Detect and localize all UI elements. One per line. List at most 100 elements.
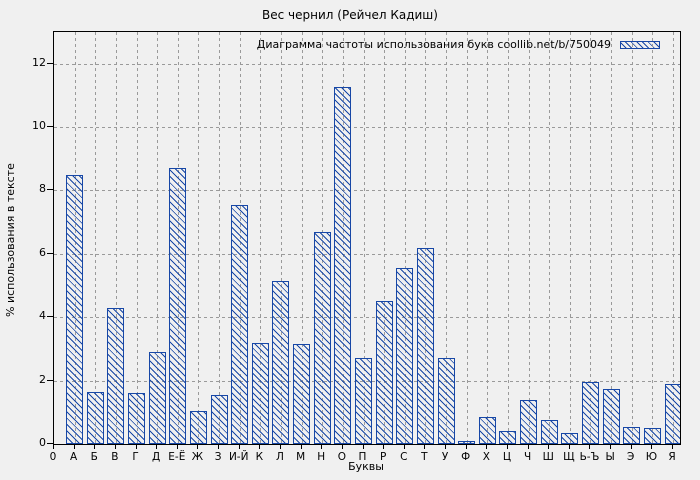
bar-М — [293, 344, 311, 444]
x-tick-mark — [651, 445, 653, 449]
x-tick-mark — [527, 445, 529, 449]
x-tick-mark — [197, 445, 199, 449]
x-tick-mark — [135, 445, 137, 449]
x-tick-label-Х: Х — [482, 451, 490, 463]
gridline-vertical — [280, 32, 282, 444]
x-tick-label-Ц: Ц — [502, 451, 511, 463]
x-tick-mark — [321, 445, 323, 449]
x-tick-label-О: О — [337, 451, 346, 463]
bar-У — [437, 358, 455, 444]
y-tick-mark — [47, 126, 53, 128]
bar-Ы — [602, 388, 620, 444]
x-tick-mark — [630, 445, 632, 449]
bar-Д — [148, 352, 166, 444]
bar-Ь-Ъ — [581, 382, 599, 444]
y-tick-label: 12 — [32, 55, 46, 69]
x-tick-mark — [506, 445, 508, 449]
x-tick-label-Я: Я — [668, 451, 676, 463]
bar-Ч — [520, 399, 538, 444]
y-tick-mark — [47, 379, 53, 381]
gridline-vertical — [507, 32, 509, 444]
bar-Ц — [499, 431, 517, 444]
chart-title: Вес чернил (Рейчел Кадиш) — [262, 8, 438, 22]
x-tick-label-В: В — [111, 451, 119, 463]
gridline-vertical — [157, 32, 159, 444]
x-tick-label-Ж: Ж — [191, 451, 204, 463]
x-tick-mark — [403, 445, 405, 449]
x-tick-label-Ю: Ю — [645, 451, 658, 463]
gridline-vertical — [363, 32, 365, 444]
x-tick-mark — [156, 445, 158, 449]
x-tick-mark — [610, 445, 612, 449]
y-tick-label: 10 — [32, 119, 46, 133]
legend: Диаграмма частоты использования букв coo… — [257, 38, 660, 51]
bar-Ф — [458, 440, 476, 444]
x-tick-label-Н: Н — [317, 451, 326, 463]
x-tick-label-Ь-Ъ: Ь-Ъ — [579, 451, 600, 463]
x-tick-label-К: К — [255, 451, 264, 463]
y-tick-label: 4 — [39, 309, 46, 323]
gridline-vertical — [425, 32, 427, 444]
y-tick-label: 2 — [39, 372, 46, 386]
x-tick-label-Ш: Ш — [542, 451, 554, 463]
bar-И-Й — [231, 204, 249, 444]
y-tick-mark — [47, 189, 53, 191]
x-tick-label-И-Й: И-Й — [228, 451, 249, 463]
gridline-vertical — [528, 32, 530, 444]
x-tick-label-Л: Л — [276, 451, 284, 463]
x-tick-label-Т: Т — [421, 451, 428, 463]
gridline-vertical — [115, 32, 117, 444]
gridline-horizontal — [54, 317, 680, 319]
gridline-vertical — [569, 32, 571, 444]
bar-С — [396, 268, 414, 444]
x-tick-label-У: У — [441, 451, 449, 463]
bar-Ж — [189, 410, 207, 444]
x-tick-mark — [341, 445, 343, 449]
legend-hatched-swatch-icon — [620, 40, 660, 49]
x-tick-mark — [259, 445, 261, 449]
x-tick-label-Ф: Ф — [461, 451, 471, 463]
x-tick-label-С: С — [400, 451, 408, 463]
x-tick-label-Д: Д — [152, 451, 161, 463]
bar-П — [355, 358, 372, 444]
x-tick-mark — [53, 445, 54, 449]
x-tick-label-Р: Р — [379, 451, 387, 463]
y-tick-mark — [47, 252, 53, 254]
x-tick-mark — [279, 445, 281, 449]
x-tick-mark — [548, 445, 550, 449]
bar-З — [210, 394, 228, 444]
gridline-vertical — [384, 32, 386, 444]
x-tick-label-Ч: Ч — [523, 451, 532, 463]
x-axis-title: Буквы — [348, 460, 384, 473]
x-tick-label-З: З — [214, 451, 222, 463]
x-tick-mark — [362, 445, 364, 449]
x-tick-mark — [73, 445, 75, 449]
x-tick-mark — [114, 445, 116, 449]
bar-Р — [375, 301, 393, 444]
bar-Л — [272, 280, 290, 444]
x-tick-mark — [238, 445, 240, 449]
gridline-horizontal — [54, 190, 680, 192]
gridline-vertical — [466, 32, 468, 444]
x-tick-label-Е-Ё: Е-Ё — [168, 451, 186, 463]
bar-К — [251, 342, 269, 444]
bar-Щ — [561, 432, 579, 444]
bar-Т — [416, 247, 434, 444]
x-tick-label-Г: Г — [132, 451, 139, 463]
gridline-vertical — [301, 32, 303, 444]
x-tick-label-Ы: Ы — [605, 451, 615, 463]
x-tick-mark — [672, 445, 673, 449]
gridline-horizontal — [54, 253, 680, 255]
bar-Б — [86, 391, 104, 444]
x-tick-mark — [465, 445, 467, 449]
x-tick-label-Щ: Щ — [563, 451, 575, 463]
x-tick-mark — [94, 445, 96, 449]
bar-Ш — [540, 420, 558, 444]
x-tick-label-П: П — [358, 451, 367, 463]
gridline-vertical — [260, 32, 262, 444]
x-tick-mark — [300, 445, 302, 449]
gridline-vertical — [136, 32, 138, 444]
x-tick-mark — [589, 445, 591, 449]
bar-Н — [313, 231, 331, 444]
